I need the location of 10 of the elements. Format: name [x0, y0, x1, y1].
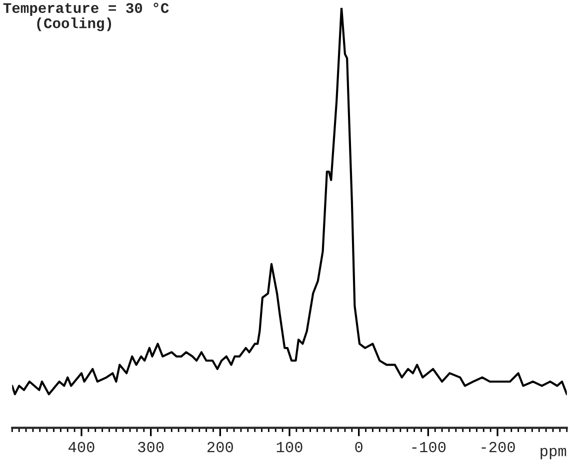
chart-title: Temperature = 30 °C — [3, 2, 169, 16]
text: (Cooling) — [37, 18, 112, 32]
x-tick-label: 100 — [276, 442, 302, 452]
x-tick-label: 300 — [138, 442, 164, 452]
x-axis-title: ppm — [540, 448, 566, 460]
x-tick-label: 400 — [68, 442, 94, 452]
x-tick-label: -100 — [412, 442, 446, 452]
x-tick-label: 200 — [207, 442, 233, 452]
x-tick-label: 0 — [355, 442, 362, 452]
x-tick-label: -200 — [482, 442, 515, 452]
